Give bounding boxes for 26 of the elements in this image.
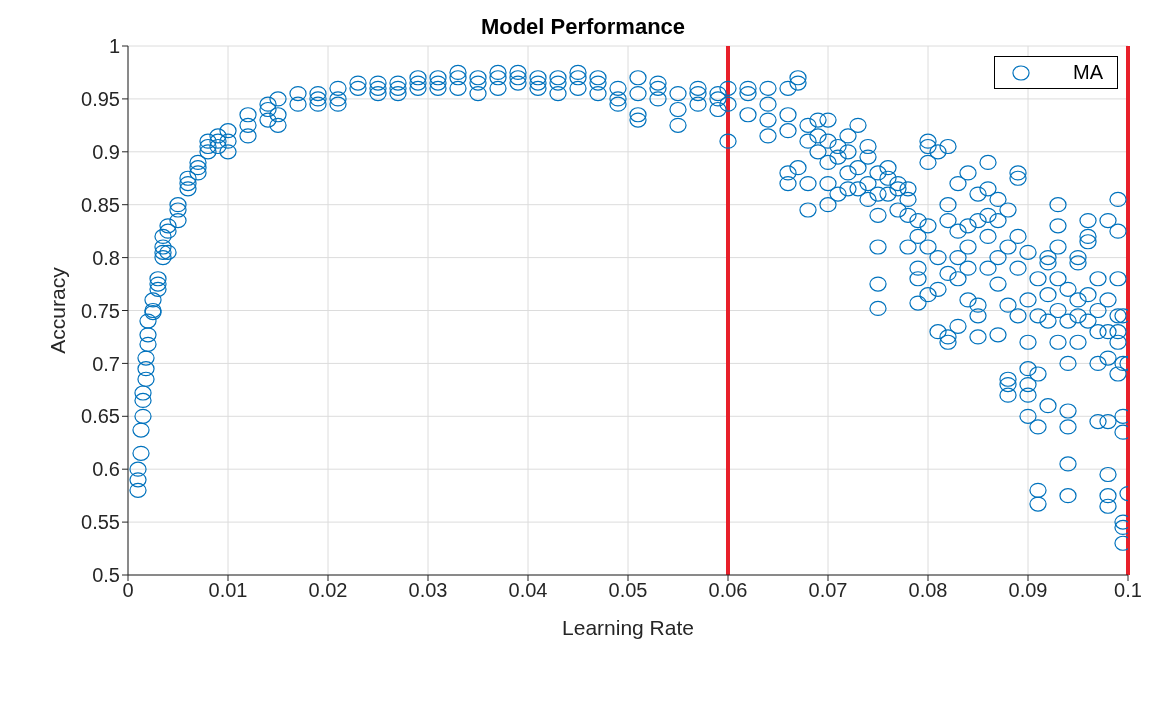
y-axis-title: Accuracy <box>46 266 70 354</box>
y-tick-label: 0.65 <box>81 405 120 428</box>
x-tick-label: 0.09 <box>1008 579 1048 602</box>
x-tick-label: 0.06 <box>708 579 748 602</box>
y-tick-label: 1 <box>108 35 120 58</box>
x-tick-label: 0.05 <box>608 579 648 602</box>
x-tick-label: 0.08 <box>908 579 948 602</box>
x-tick-label: 0.07 <box>808 579 848 602</box>
x-tick-label: 0.04 <box>508 579 548 602</box>
y-tick-label: 0.95 <box>81 88 120 110</box>
x-tick-label: 0.03 <box>408 579 448 602</box>
x-axis-title: Learning Rate <box>562 616 694 639</box>
y-tick-label: 0.85 <box>81 193 120 216</box>
y-tick-label: 0.5 <box>92 564 120 587</box>
x-tick-label: 0.02 <box>308 579 348 602</box>
x-tick-label: 0 <box>122 579 134 602</box>
legend-label: MA <box>1073 61 1103 84</box>
y-tick-label: 0.6 <box>92 458 120 481</box>
y-tick-label: 0.55 <box>81 511 120 534</box>
x-tick-label: 0.1 <box>1114 579 1142 602</box>
x-tick-label: 0.01 <box>208 579 248 602</box>
y-tick-label: 0.9 <box>92 140 120 163</box>
chart-title: Model Performance <box>480 14 686 39</box>
y-tick-label: 0.8 <box>92 246 120 269</box>
y-tick-label: 0.75 <box>81 299 120 322</box>
y-tick-label: 0.7 <box>92 352 120 375</box>
